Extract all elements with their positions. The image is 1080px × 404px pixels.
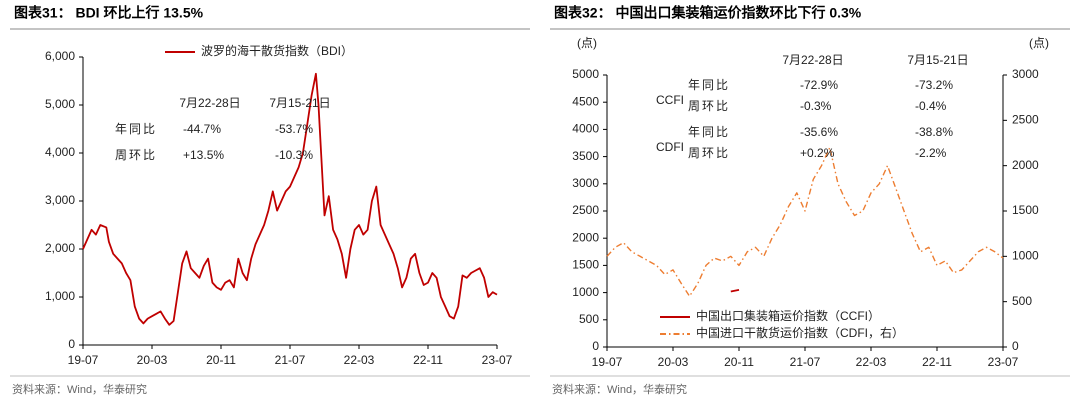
y-tick-label: 2,000 — [45, 241, 75, 255]
annotation-value: -10.3% — [275, 148, 313, 162]
x-tick-label: 21-07 — [275, 353, 306, 367]
x-tick-label: 22-11 — [922, 355, 952, 369]
chart-title: 图表31： BDI 环比上行 13.5% — [14, 5, 204, 21]
annotation-column: 7月22-28日 — [782, 53, 843, 67]
annotation-row-label: 年同比 — [688, 78, 730, 92]
annotation-value: -0.4% — [915, 99, 947, 113]
annotation-group: CDFI — [656, 140, 684, 154]
x-tick-label: 23-07 — [988, 355, 1019, 369]
y2-tick-label: 2500 — [1012, 113, 1039, 127]
annotation-row-label: 年同比 — [688, 125, 730, 139]
y2-tick-label: 3000 — [1012, 67, 1039, 81]
annotation-value: -72.9% — [800, 78, 838, 92]
series-line — [606, 146, 1004, 297]
annotation-value: -44.7% — [183, 122, 221, 136]
x-tick-label: 19-07 — [592, 355, 623, 369]
annotation-value: +0.2% — [800, 146, 835, 160]
source: 资料来源：Wind，华泰研究 — [552, 382, 687, 396]
y-unit: (点) — [577, 36, 597, 50]
annotation-value: -53.7% — [275, 122, 313, 136]
annotation-value: -38.8% — [915, 125, 953, 139]
x-tick-label: 22-03 — [344, 353, 375, 367]
y2-tick-label: 2000 — [1012, 158, 1039, 172]
y-tick-label: 2500 — [572, 203, 599, 217]
y-tick-label: 2000 — [572, 230, 599, 244]
y-tick-label: 3,000 — [45, 193, 75, 207]
y-tick-label: 0 — [592, 339, 599, 353]
x-tick-label: 20-11 — [724, 355, 754, 369]
annotation-value: +13.5% — [183, 148, 224, 162]
x-tick-label: 20-03 — [658, 355, 689, 369]
source: 资料来源：Wind，华泰研究 — [12, 382, 147, 396]
y-tick-label: 5000 — [572, 67, 599, 81]
x-tick-label: 20-03 — [137, 353, 168, 367]
x-tick-label: 22-11 — [413, 353, 443, 367]
y2-tick-label: 1000 — [1012, 249, 1039, 263]
annotation-row-label: 周环比 — [688, 146, 730, 160]
y-tick-label: 6,000 — [45, 49, 75, 63]
y2-tick-label: 500 — [1012, 294, 1032, 308]
x-tick-label: 20-11 — [206, 353, 236, 367]
series-line — [730, 289, 740, 293]
legend-label: 波罗的海干散货指数（BDI） — [201, 43, 353, 58]
x-tick-label: 23-07 — [482, 353, 513, 367]
y-tick-label: 4500 — [572, 94, 599, 108]
y2-unit: (点) — [1029, 36, 1049, 50]
x-tick-label: 21-07 — [790, 355, 821, 369]
y-tick-label: 3500 — [572, 149, 599, 163]
y-tick-label: 3000 — [572, 176, 599, 190]
x-tick-label: 22-03 — [856, 355, 887, 369]
y-tick-label: 1500 — [572, 258, 599, 272]
y-tick-label: 1,000 — [45, 289, 75, 303]
annotation-row-label: 周环比 — [688, 99, 730, 113]
y2-tick-label: 0 — [1012, 339, 1019, 353]
legend-label: 中国出口集装箱运价指数（CCFI） — [696, 308, 880, 323]
y-tick-label: 4000 — [572, 122, 599, 136]
annotation-column: 7月15-21日 — [269, 96, 330, 110]
legend-label: 中国进口干散货运价指数（CDFI，右） — [696, 325, 904, 340]
annotation-group: CCFI — [656, 93, 684, 107]
y-tick-label: 5,000 — [45, 97, 75, 111]
y-tick-label: 1000 — [572, 285, 599, 299]
annotation-row-label: 周环比 — [115, 148, 157, 162]
chart-title: 图表32： 中国出口集装箱运价指数环比下行 0.3% — [554, 5, 862, 21]
annotation-row-label: 年同比 — [115, 122, 157, 136]
annotation-column: 7月22-28日 — [179, 96, 240, 110]
y-tick-label: 0 — [68, 337, 75, 351]
annotation-value: -0.3% — [800, 99, 832, 113]
annotation-value: -35.6% — [800, 125, 838, 139]
y-tick-label: 500 — [579, 312, 599, 326]
y2-tick-label: 1500 — [1012, 203, 1039, 217]
annotation-value: -2.2% — [915, 146, 947, 160]
annotation-column: 7月15-21日 — [907, 53, 968, 67]
x-tick-label: 19-07 — [68, 353, 99, 367]
series-line — [82, 72, 498, 326]
y-tick-label: 4,000 — [45, 145, 75, 159]
annotation-value: -73.2% — [915, 78, 953, 92]
